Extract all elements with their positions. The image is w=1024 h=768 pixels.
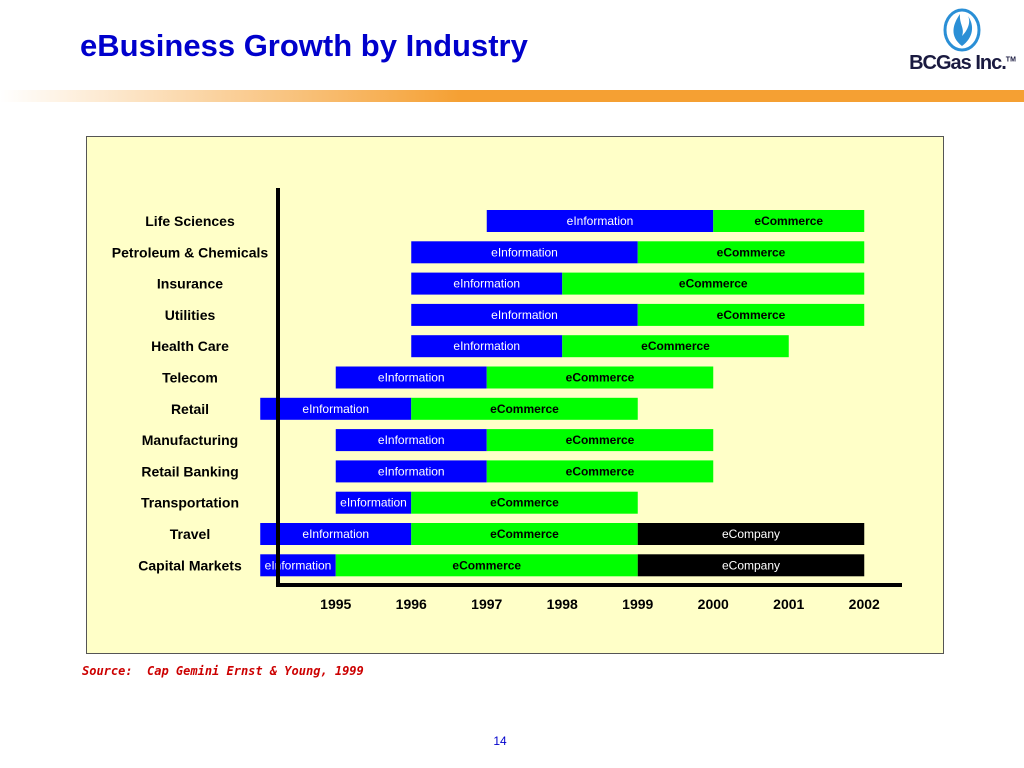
flame-icon (943, 8, 981, 52)
bar-label-manufacturing-ecommerce: eCommerce (566, 433, 635, 447)
bar-telecom-einformation (335, 366, 487, 389)
bar-utilities-ecommerce (637, 303, 865, 326)
bar-retail-banking-ecommerce (486, 460, 714, 483)
bar-travel-ecommerce (411, 523, 638, 545)
logo-text: BCGas Inc. (909, 52, 1007, 74)
bar-label-travel-ecompany: eCompany (722, 527, 780, 541)
bar-label-retail-ecommerce: eCommerce (490, 402, 559, 416)
bar-label-insurance-ecommerce: eCommerce (679, 277, 748, 291)
x-tick-label-2000: 2000 (698, 596, 729, 612)
category-label-retail: Retail (171, 401, 209, 417)
x-tick-label-1996: 1996 (396, 596, 427, 612)
bar-label-capital-markets-ecommerce: eCommerce (452, 558, 521, 572)
bar-manufacturing-ecommerce (486, 429, 714, 452)
category-label-insurance: Insurance (157, 276, 223, 292)
x-tick-label-2002: 2002 (849, 596, 880, 612)
bar-retail-ecommerce (411, 397, 638, 420)
bar-label-utilities-ecommerce: eCommerce (717, 308, 786, 322)
bar-label-travel-einformation: eInformation (302, 527, 369, 541)
bar-health-care-ecommerce (562, 335, 789, 358)
bar-label-transportation-einformation: eInformation (340, 496, 407, 510)
category-label-telecom: Telecom (162, 370, 218, 386)
x-tick-label-1997: 1997 (471, 596, 502, 612)
category-label-retail-banking: Retail Banking (141, 463, 238, 479)
bar-label-travel-ecommerce: eCommerce (490, 527, 559, 541)
bar-label-capital-markets-einformation: eInformation (265, 558, 332, 572)
bar-retail-einformation (260, 397, 412, 420)
x-tick-label-1999: 1999 (622, 596, 653, 612)
bar-label-utilities-einformation: eInformation (491, 308, 558, 322)
bar-transportation-einformation (335, 491, 412, 514)
category-label-capital-markets: Capital Markets (138, 557, 242, 573)
bar-label-telecom-einformation: eInformation (378, 371, 445, 385)
bar-life-sciences-ecommerce (713, 210, 865, 232)
chart-panel: Life Sciences eInformation eCommerce Petrol… (86, 136, 944, 654)
bar-health-care-einformation (411, 335, 563, 358)
bar-label-retail-einformation: eInformation (302, 402, 369, 416)
bar-label-telecom-ecommerce: eCommerce (566, 371, 635, 385)
bar-petroleum-and-chemicals-ecommerce (637, 241, 865, 264)
bar-label-life-sciences-einformation: eInformation (567, 214, 634, 228)
bar-label-life-sciences-ecommerce: eCommerce (754, 214, 823, 228)
bar-label-capital-markets-ecompany: eCompany (722, 558, 780, 572)
x-tick-label-2001: 2001 (773, 596, 804, 612)
category-label-transportation: Transportation (141, 495, 239, 511)
bar-life-sciences-einformation (486, 210, 714, 232)
bar-insurance-einformation (411, 272, 563, 295)
bar-petroleum-and-chemicals-einformation (411, 241, 638, 264)
category-label-travel: Travel (170, 526, 210, 542)
bar-label-health-care-ecommerce: eCommerce (641, 339, 710, 353)
bar-transportation-ecommerce (411, 491, 638, 514)
phase-timeline-chart: Life Sciences eInformation eCommerce Petrol… (112, 188, 902, 612)
bar-label-health-care-einformation: eInformation (453, 339, 520, 353)
bar-capital-markets-ecompany (637, 554, 865, 577)
bar-label-manufacturing-einformation: eInformation (378, 433, 445, 447)
category-label-petroleum-and-chemicals: Petroleum & Chemicals (112, 244, 269, 260)
bc-gas-logo: BCGas Inc.TM (905, 8, 1020, 80)
bar-travel-ecompany (637, 523, 865, 545)
bar-label-insurance-einformation: eInformation (453, 277, 520, 291)
logo-wordmark: BCGas Inc.TM (905, 52, 1020, 75)
bar-capital-markets-ecommerce (335, 554, 638, 577)
header-rule (0, 90, 1024, 102)
page-number: 14 (493, 734, 507, 748)
x-tick-label-1998: 1998 (547, 596, 578, 612)
x-tick-label-1995: 1995 (320, 596, 351, 612)
source-note: Source: Cap Gemini Ernst & Young, 1999 (82, 664, 364, 678)
slide-title: eBusiness Growth by Industry (80, 28, 528, 63)
bar-utilities-einformation (411, 303, 638, 326)
bar-insurance-ecommerce (562, 272, 865, 295)
bar-label-petroleum-and-chemicals-ecommerce: eCommerce (717, 245, 786, 259)
category-label-manufacturing: Manufacturing (142, 432, 238, 448)
category-label-life-sciences: Life Sciences (145, 213, 235, 229)
category-label-health-care: Health Care (151, 338, 229, 354)
category-label-utilities: Utilities (165, 307, 216, 323)
bar-telecom-ecommerce (486, 366, 714, 389)
bar-retail-banking-einformation (335, 460, 487, 483)
bar-label-petroleum-and-chemicals-einformation: eInformation (491, 245, 558, 259)
bar-manufacturing-einformation (335, 429, 487, 452)
bar-label-retail-banking-ecommerce: eCommerce (566, 464, 635, 478)
bar-label-transportation-ecommerce: eCommerce (490, 496, 559, 510)
trademark-mark: TM (1005, 56, 1016, 64)
bar-travel-einformation (260, 523, 412, 545)
bar-label-retail-banking-einformation: eInformation (378, 464, 445, 478)
